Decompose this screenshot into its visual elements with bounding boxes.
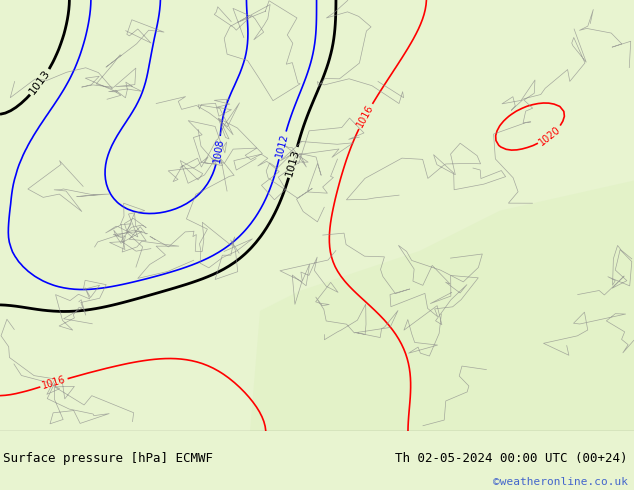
Text: Surface pressure [hPa] ECMWF: Surface pressure [hPa] ECMWF [3,452,213,465]
Text: 1012: 1012 [275,132,290,159]
Text: 1008: 1008 [212,137,226,163]
Text: ©weatheronline.co.uk: ©weatheronline.co.uk [493,477,628,487]
Polygon shape [250,180,634,431]
Text: 1016: 1016 [41,374,67,391]
Text: 1016: 1016 [355,103,375,129]
Text: 1013: 1013 [28,68,53,97]
Text: Th 02-05-2024 00:00 UTC (00+24): Th 02-05-2024 00:00 UTC (00+24) [395,452,628,465]
Text: 1013: 1013 [285,147,302,177]
Text: 1020: 1020 [538,124,563,147]
